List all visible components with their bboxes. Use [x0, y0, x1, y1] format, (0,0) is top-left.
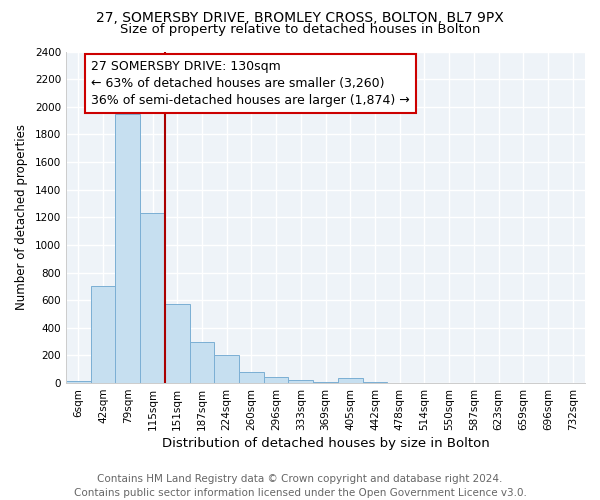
- Text: 27, SOMERSBY DRIVE, BROMLEY CROSS, BOLTON, BL7 9PX: 27, SOMERSBY DRIVE, BROMLEY CROSS, BOLTO…: [96, 11, 504, 25]
- Bar: [91, 286, 115, 383]
- Bar: [66, 381, 91, 383]
- Bar: [313, 382, 338, 383]
- Bar: [115, 114, 140, 383]
- X-axis label: Distribution of detached houses by size in Bolton: Distribution of detached houses by size …: [161, 437, 490, 450]
- Bar: [362, 382, 388, 383]
- Bar: [338, 378, 362, 383]
- Text: Contains HM Land Registry data © Crown copyright and database right 2024.
Contai: Contains HM Land Registry data © Crown c…: [74, 474, 526, 498]
- Bar: [190, 342, 214, 383]
- Bar: [214, 356, 239, 383]
- Text: 27 SOMERSBY DRIVE: 130sqm
← 63% of detached houses are smaller (3,260)
36% of se: 27 SOMERSBY DRIVE: 130sqm ← 63% of detac…: [91, 60, 410, 107]
- Bar: [289, 380, 313, 383]
- Bar: [165, 304, 190, 383]
- Bar: [264, 377, 289, 383]
- Bar: [239, 372, 264, 383]
- Bar: [140, 213, 165, 383]
- Y-axis label: Number of detached properties: Number of detached properties: [15, 124, 28, 310]
- Text: Size of property relative to detached houses in Bolton: Size of property relative to detached ho…: [120, 22, 480, 36]
